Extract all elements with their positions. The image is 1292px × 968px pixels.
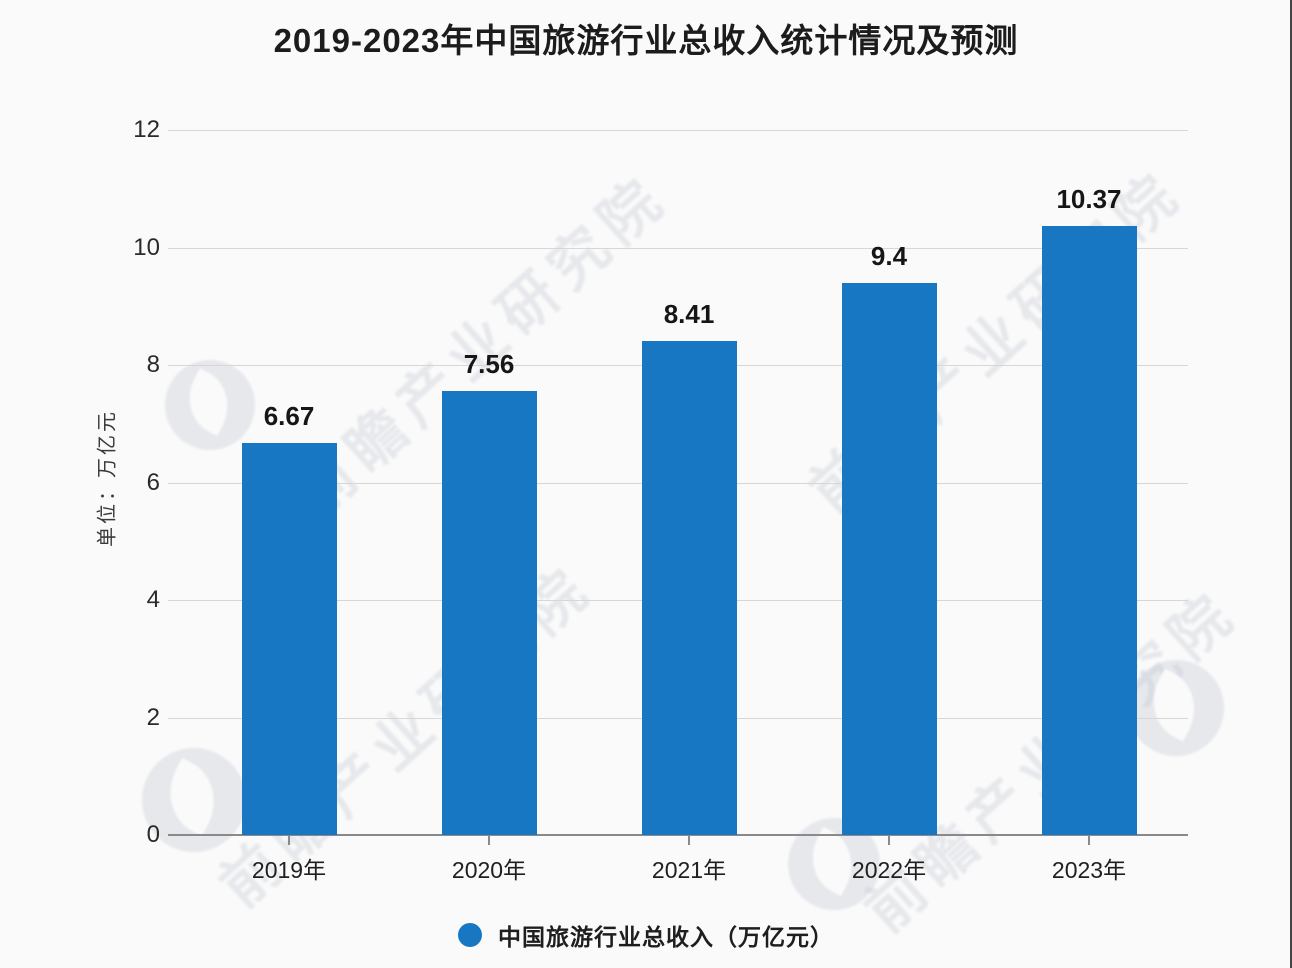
y-tick-label: 6 bbox=[146, 468, 160, 496]
x-tick-mark bbox=[688, 836, 690, 845]
legend-label: 中国旅游行业总收入（万亿元） bbox=[498, 924, 834, 950]
gridline bbox=[168, 130, 1188, 131]
x-tick-mark bbox=[488, 836, 490, 845]
legend-marker-icon bbox=[458, 923, 482, 947]
x-tick-label: 2019年 bbox=[251, 857, 327, 883]
y-tick-label: 8 bbox=[146, 351, 160, 378]
y-tick-label: 10 bbox=[133, 233, 160, 261]
x-tick-label: 2022年 bbox=[851, 857, 927, 883]
bar-value-label: 9.4 bbox=[870, 240, 908, 271]
x-axis-line bbox=[168, 834, 1188, 836]
y-tick-label: 12 bbox=[133, 116, 160, 143]
bar-value-label: 10.37 bbox=[1056, 183, 1122, 214]
bar-value-label: 8.41 bbox=[663, 298, 715, 329]
image-right-edge bbox=[1290, 0, 1292, 968]
bar-2022年 bbox=[841, 282, 937, 835]
x-tick-label: 2020年 bbox=[451, 857, 527, 883]
x-tick-mark bbox=[1088, 836, 1090, 845]
chart-title: 2019-2023年中国旅游行业总收入统计情况及预测 bbox=[273, 22, 1019, 59]
x-tick-mark bbox=[888, 836, 890, 845]
gridline bbox=[168, 247, 1188, 249]
y-tick-label: 2 bbox=[146, 703, 160, 731]
bar-2023年 bbox=[1041, 225, 1137, 835]
bar-value-label: 6.67 bbox=[263, 401, 315, 432]
legend: 中国旅游行业总收入（万亿元） bbox=[0, 918, 1292, 952]
bar-2020年 bbox=[441, 390, 537, 835]
y-tick-label: 0 bbox=[146, 821, 160, 848]
x-tick-label: 2021年 bbox=[651, 857, 727, 883]
x-tick-mark bbox=[288, 836, 290, 845]
bar-2019年 bbox=[241, 443, 337, 835]
bar-2021年 bbox=[641, 340, 737, 835]
bar-value-label: 7.56 bbox=[463, 348, 515, 379]
y-tick-label: 4 bbox=[146, 586, 160, 613]
x-tick-label: 2023年 bbox=[1051, 857, 1127, 883]
